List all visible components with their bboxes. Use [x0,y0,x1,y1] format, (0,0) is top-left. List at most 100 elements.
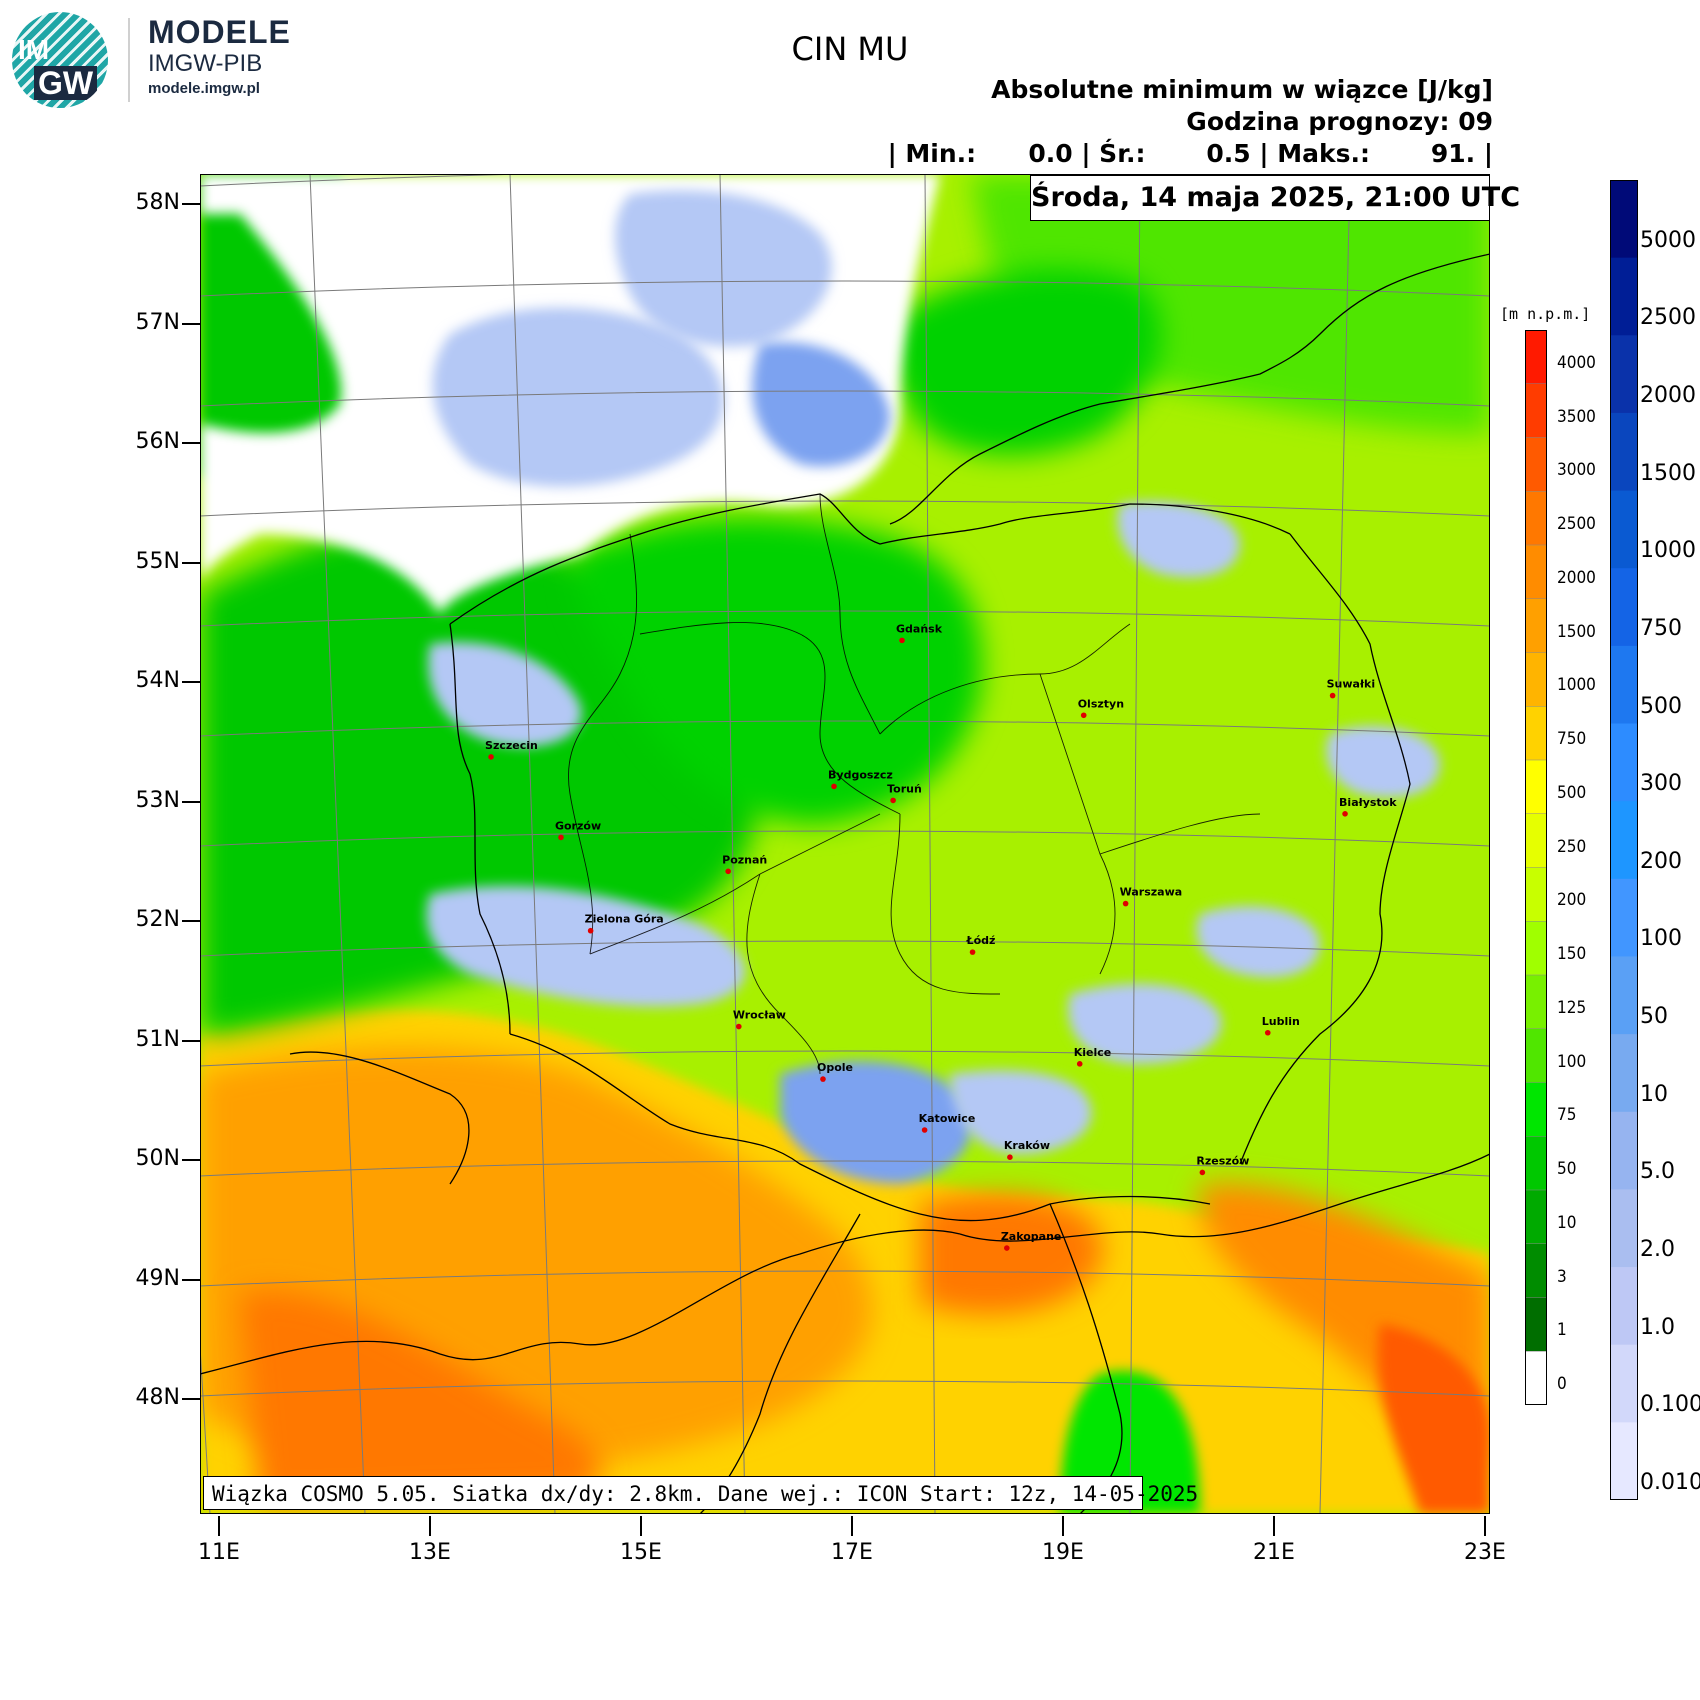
cin-label: 0.100 [1640,1392,1700,1418]
logo-title: MODELE [148,14,291,50]
lon-tick [1062,1516,1064,1536]
cin-label: 1000 [1640,538,1696,564]
city-dot [1007,1154,1013,1160]
elevation-swatch [1525,598,1547,654]
elevation-swatch [1525,867,1547,922]
elevation-swatch [1525,759,1547,815]
cin-label: 0.010 [1640,1470,1700,1495]
cin-colorbar [1610,180,1638,1500]
city-label: Gorzów [555,819,601,832]
lat-tick [182,322,200,325]
elevation-swatch [1525,1136,1547,1191]
city-dot [1076,1061,1083,1067]
logo-im: IM [18,34,50,65]
cin-patch-baltic-1 [432,307,724,487]
elevation-swatch [1525,706,1547,761]
city-dot [1329,692,1336,699]
city-label: Zielona Góra [585,913,664,926]
field-green-lithuania [889,269,1161,456]
city-dot [899,637,905,644]
lat-tick [182,681,200,683]
cin-label: 750 [1640,615,1682,641]
lat-tick [182,561,200,564]
header-variable: Absolutne minimum w wiązce [J/kg] [991,75,1493,104]
city-dot [1342,810,1348,817]
lon-label: 21E [1253,1540,1295,1565]
elevation-colorbar [1525,330,1547,1405]
city-dot [1122,900,1129,907]
city-label: Suwałki [1327,678,1376,691]
lat-label: 57N [135,309,180,335]
lat-label: 48N [135,1385,180,1410]
lat-label: 49N [135,1265,180,1291]
cin-patch-silesia [780,1060,972,1184]
elevation-label: 200 [1557,890,1587,911]
elevation-label: 3000 [1557,460,1596,481]
cin-patch-krakow [950,1070,1092,1154]
borders [200,253,1490,1514]
elevation-swatch [1525,437,1547,492]
cin-swatch [1610,801,1638,880]
city-dot [725,868,731,875]
cin-swatch [1610,1034,1638,1113]
cin-swatch [1610,335,1638,414]
cin-label: 100 [1640,926,1682,952]
cin-label: 2000 [1640,382,1696,408]
elevation-colorbar-frame [1525,330,1547,1405]
cin-swatch [1610,645,1638,725]
field-red-tatra [920,1194,1103,1315]
elevation-swatch [1525,330,1547,385]
city-dot [587,927,594,934]
city-label: Olsztyn [1078,697,1124,710]
cin-label: 1500 [1640,460,1696,486]
lon-label: 11E [198,1540,240,1565]
elevation-label: 2500 [1557,514,1596,535]
elevation-label: 125 [1557,997,1587,1018]
elevation-label: 1 [1557,1320,1567,1341]
cin-label: 50 [1640,1004,1668,1030]
elevation-label: 75 [1557,1105,1577,1126]
field-red-west [240,1291,601,1504]
lon-label: 15E [620,1540,662,1565]
lat-label: 50N [135,1146,180,1171]
elevation-swatch [1525,1351,1547,1405]
elevation-swatch [1525,1028,1547,1084]
lat-tick [182,800,200,803]
cin-label: 2500 [1640,305,1696,331]
city-label: Warszawa [1120,886,1183,899]
lat-label: 58N [135,190,180,215]
lon-label: 17E [831,1540,873,1565]
header-forecast-hour: Godzina prognozy: 09 [1186,107,1493,136]
lat-tick [182,1039,200,1042]
elevation-swatch [1525,1189,1547,1245]
cin-label: 10 [1640,1081,1668,1107]
elevation-swatch [1525,921,1547,976]
city-label: Kraków [1004,1139,1050,1152]
city-dot [921,1127,928,1133]
map-frame [200,174,1490,1514]
elevation-label: 50 [1557,1159,1577,1180]
lon-tick [1273,1516,1275,1536]
elevation-legend-title: [m n.p.m.] [1500,305,1591,323]
city-label: Bydgoszcz [828,768,893,781]
city-dot [820,1076,826,1082]
lat-tick [182,1159,200,1161]
city-layer: Gdańsk Suwałki Olsztyn Białystok Szczecin Byd… [485,622,1397,1251]
lon-label: 23E [1464,1540,1506,1565]
lat-tick [182,1398,200,1400]
city-dot [831,783,837,790]
elevation-swatch [1525,383,1547,439]
lat-label: 53N [135,787,180,813]
lat-tick [182,1278,200,1281]
cin-swatch [1610,878,1638,957]
cin-swatch [1610,412,1638,492]
lat-tick [182,203,200,205]
cin-swatch [1610,1267,1638,1346]
city-label: Wrocław [733,1009,786,1022]
voivodeship-borders [568,493,1261,1075]
lat-label: 54N [135,668,180,693]
cin-label: 5000 [1640,227,1696,253]
city-dot [1004,1245,1010,1251]
field-red-east [1378,1324,1490,1514]
logo-url: modele.imgw.pl [148,80,260,97]
